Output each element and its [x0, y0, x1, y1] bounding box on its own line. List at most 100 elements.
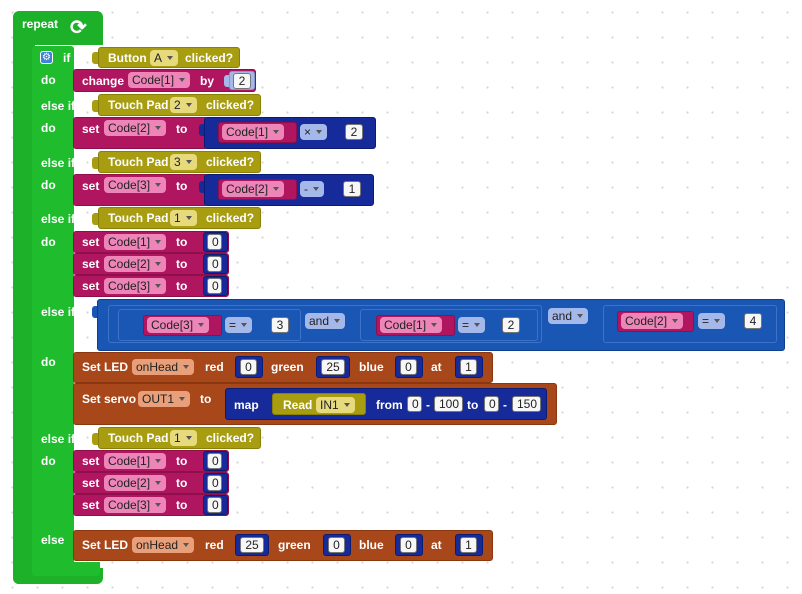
set-led-label: Set LED	[82, 538, 129, 552]
number-input[interactable]: 0	[207, 453, 222, 469]
code1-dropdown[interactable]: Code[1]	[104, 453, 167, 469]
at-label: at	[431, 360, 442, 374]
number-input[interactable]: 2	[345, 124, 363, 140]
to-label: to	[467, 398, 479, 412]
touchpad-label: Touch Pad	[108, 211, 169, 225]
if-block-spine[interactable]	[32, 46, 74, 576]
to-label: to	[176, 498, 188, 512]
code2-dropdown[interactable]: Code[2]	[104, 120, 167, 136]
code1-dropdown[interactable]: Code[1]	[128, 72, 191, 88]
number-input[interactable]: 0	[207, 475, 222, 491]
by-label: by	[200, 74, 215, 88]
number-input[interactable]: 25	[321, 359, 345, 375]
dash-label: -	[503, 398, 507, 412]
operator-dropdown[interactable]: -	[300, 181, 324, 197]
led-dropdown[interactable]: onHead	[132, 537, 195, 553]
to-label: to	[176, 279, 188, 293]
connector	[199, 124, 206, 136]
number-input[interactable]: 25	[240, 537, 264, 553]
kw-do-4: do	[41, 235, 56, 249]
kw-do-6: do	[41, 454, 56, 468]
connector	[92, 157, 99, 169]
number-input[interactable]: 4	[744, 313, 762, 329]
set-led-block[interactable]	[73, 530, 493, 561]
code3-dropdown[interactable]: Code[3]	[147, 317, 210, 333]
green-label: green	[271, 360, 304, 374]
number-input[interactable]: 150	[512, 396, 541, 412]
number-input[interactable]: 0	[400, 537, 417, 553]
touchpad-dropdown[interactable]: 1	[170, 430, 197, 446]
change-label: change	[82, 74, 125, 88]
code2-dropdown[interactable]: Code[2]	[621, 313, 684, 329]
connector	[92, 213, 99, 225]
if-block-footer	[32, 562, 100, 576]
code1-dropdown[interactable]: Code[1]	[222, 124, 285, 140]
and-dropdown[interactable]: and	[305, 313, 346, 329]
code1-dropdown[interactable]: Code[1]	[104, 234, 167, 250]
green-label: green	[278, 538, 311, 552]
touchpad-dropdown[interactable]: 3	[170, 154, 197, 170]
to-label: to	[176, 235, 188, 249]
kw-elseif-4: else if	[41, 305, 76, 319]
number-input[interactable]: 0	[207, 278, 222, 294]
equals-dropdown[interactable]: =	[698, 313, 726, 329]
equals-dropdown[interactable]: =	[225, 317, 253, 333]
number-input[interactable]: 100	[434, 396, 463, 412]
clicked-label: clicked?	[185, 51, 234, 65]
from-label: from	[376, 398, 403, 412]
touchpad-label: Touch Pad	[108, 431, 169, 445]
to-label: to	[200, 392, 212, 406]
connector	[92, 306, 99, 318]
kw-do-1: do	[41, 73, 56, 87]
at-label: at	[431, 538, 442, 552]
led-dropdown[interactable]: onHead	[132, 359, 195, 375]
number-input[interactable]: 1	[343, 181, 361, 197]
code3-dropdown[interactable]: Code[3]	[104, 177, 167, 193]
code2-dropdown[interactable]: Code[2]	[104, 256, 167, 272]
code3-dropdown[interactable]: Code[3]	[104, 278, 167, 294]
number-input[interactable]: 2	[502, 317, 520, 333]
clicked-label: clicked?	[206, 211, 255, 225]
number-input[interactable]: 2	[233, 73, 251, 89]
touchpad-dropdown[interactable]: 1	[170, 210, 197, 226]
number-input[interactable]: 0	[328, 537, 345, 553]
code2-dropdown[interactable]: Code[2]	[104, 475, 167, 491]
repeat-block[interactable]	[13, 11, 103, 45]
repeat-spine	[13, 40, 35, 584]
number-input[interactable]: 0	[207, 256, 222, 272]
kw-elseif-2: else if	[41, 156, 76, 170]
operator-dropdown[interactable]: ×	[300, 124, 328, 140]
connector	[224, 75, 231, 87]
number-input[interactable]: 1	[460, 537, 477, 553]
number-input[interactable]: 3	[271, 317, 289, 333]
set-servo-label: Set servo	[82, 392, 137, 406]
input-dropdown[interactable]: IN1	[316, 397, 355, 413]
number-input[interactable]: 0	[207, 234, 222, 250]
to-label: to	[176, 454, 188, 468]
button-label: Button	[108, 51, 147, 65]
and-dropdown[interactable]: and	[548, 308, 589, 324]
number-input[interactable]: 0	[484, 396, 499, 412]
kw-do-3: do	[41, 178, 56, 192]
set-label: set	[82, 179, 100, 193]
set-label: set	[82, 235, 100, 249]
code1-dropdown[interactable]: Code[1]	[380, 317, 443, 333]
number-input[interactable]: 0	[407, 396, 422, 412]
set-label: set	[82, 257, 100, 271]
clicked-label: clicked?	[206, 431, 255, 445]
servo-dropdown[interactable]: OUT1	[138, 391, 191, 407]
equals-dropdown[interactable]: =	[458, 317, 486, 333]
to-label: to	[176, 179, 188, 193]
number-input[interactable]: 1	[460, 359, 477, 375]
set-led-label: Set LED	[82, 360, 129, 374]
set-label: set	[82, 454, 100, 468]
number-input[interactable]: 0	[207, 497, 222, 513]
code3-dropdown[interactable]: Code[3]	[104, 497, 167, 513]
code2-dropdown[interactable]: Code[2]	[222, 181, 285, 197]
touchpad-dropdown[interactable]: 2	[170, 97, 197, 113]
gear-icon[interactable]: ⚙	[40, 51, 53, 64]
number-input[interactable]: 0	[400, 359, 417, 375]
repeat-label: repeat	[22, 17, 59, 31]
button-dropdown[interactable]: A	[150, 50, 179, 66]
number-input[interactable]: 0	[240, 359, 257, 375]
